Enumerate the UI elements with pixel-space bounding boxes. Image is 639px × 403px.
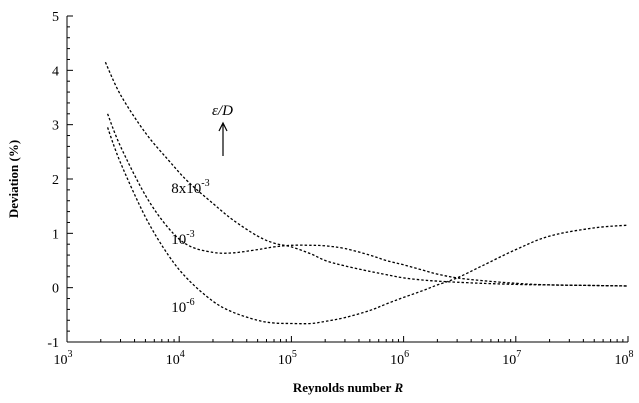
series-label-base: 10 [171, 300, 186, 316]
y-tick-label: 4 [52, 64, 59, 79]
series-label: 10-3 [171, 229, 194, 248]
x-tick-label: 106 [390, 349, 409, 368]
series-label-exp: -3 [186, 229, 194, 240]
series-label-base: 10 [171, 232, 186, 248]
series-label-exp: -6 [186, 297, 194, 308]
x-tick-group: 103 104 105 106 107 108 [54, 336, 634, 368]
y-tick-label: -1 [47, 336, 59, 351]
x-tick-exp: 3 [68, 349, 73, 360]
x-tick-label: 108 [615, 349, 634, 368]
x-tick-base: 10 [54, 353, 68, 368]
series-label: 8x10-3 [171, 178, 209, 197]
y-tick-label: 5 [52, 10, 59, 25]
x-tick-exp: 4 [180, 349, 185, 360]
x-tick-base: 10 [502, 353, 516, 368]
series-label-group: 8x10-310-310-6 [171, 178, 209, 316]
x-axis-title-var: R [393, 380, 403, 395]
x-tick-base: 10 [278, 353, 292, 368]
x-tick-label: 104 [166, 349, 185, 368]
series-line-10-3 [106, 113, 629, 287]
x-axis-title: Reynolds number R [293, 380, 404, 395]
x-tick-base: 10 [166, 353, 180, 368]
series-label: 10-6 [171, 297, 194, 316]
x-tick-label: 105 [278, 349, 297, 368]
y-tick-label: 2 [52, 173, 59, 188]
x-tick-base: 10 [390, 353, 404, 368]
y-tick-group: -1 0 1 2 3 4 5 [47, 10, 73, 351]
y-tick-label: 1 [52, 227, 59, 242]
series-label-exp: -3 [201, 178, 209, 189]
x-axis-title-text: Reynolds number [293, 380, 392, 395]
x-tick-exp: 8 [629, 349, 634, 360]
x-tick-base: 10 [615, 353, 629, 368]
x-tick-exp: 7 [516, 349, 521, 360]
series-group [104, 61, 629, 325]
series-line-10-6 [106, 127, 629, 325]
series-line-8x10-3 [104, 61, 629, 287]
y-tick-label: 3 [52, 119, 59, 134]
x-tick-label: 103 [54, 349, 73, 368]
x-tick-label: 107 [502, 349, 521, 368]
arrow-head-icon [218, 121, 228, 132]
series-label-base: 8x10 [171, 181, 201, 197]
x-tick-exp: 6 [404, 349, 409, 360]
y-axis-title: Deviation (%) [6, 140, 21, 218]
y-tick-label: 0 [52, 282, 59, 297]
x-tick-exp: 5 [292, 349, 297, 360]
epsilon-over-d-label: ε/D [212, 103, 233, 119]
